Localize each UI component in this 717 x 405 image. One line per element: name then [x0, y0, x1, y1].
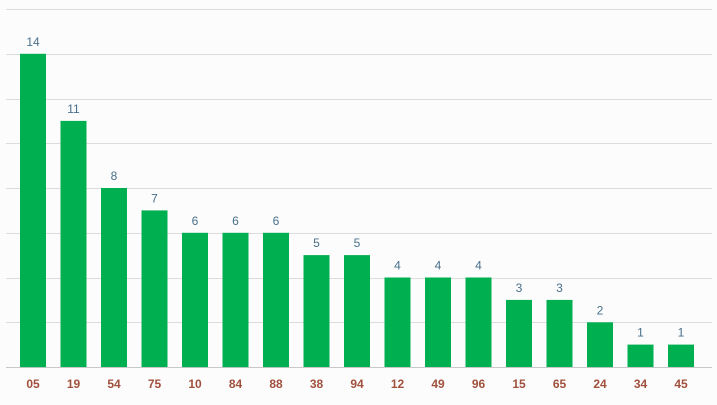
category-label-10: 10	[188, 377, 202, 391]
bar-65[interactable]	[546, 299, 573, 367]
bar-12[interactable]	[384, 277, 411, 368]
category-label-24: 24	[593, 377, 607, 391]
bar-96[interactable]	[465, 277, 492, 368]
value-label-05: 14	[26, 35, 40, 49]
value-label-45: 1	[678, 326, 685, 340]
bar-45[interactable]	[668, 344, 694, 367]
bar-10[interactable]	[182, 232, 208, 368]
category-label-45: 45	[674, 377, 688, 391]
category-label-12: 12	[391, 377, 405, 391]
category-label-84: 84	[229, 377, 243, 391]
value-label-34: 1	[637, 326, 644, 340]
category-label-15: 15	[512, 377, 526, 391]
value-label-65: 3	[556, 281, 563, 295]
bars	[20, 53, 694, 368]
category-label-65: 65	[553, 377, 567, 391]
category-label-34: 34	[634, 377, 648, 391]
value-label-10: 6	[192, 214, 199, 228]
category-label-75: 75	[148, 377, 162, 391]
bar-24[interactable]	[587, 322, 613, 368]
value-label-54: 8	[111, 169, 118, 183]
value-label-49: 4	[435, 259, 442, 273]
category-label-94: 94	[350, 377, 364, 391]
category-label-96: 96	[472, 377, 486, 391]
bar-94[interactable]	[344, 255, 370, 367]
bar-88[interactable]	[263, 232, 289, 368]
category-labels: 05 19 54 75 10 84 88 38 94 12 49 96 15 65 24 34 45	[26, 377, 688, 391]
value-label-12: 4	[394, 259, 401, 273]
value-label-94: 5	[354, 236, 361, 250]
category-label-19: 19	[67, 377, 81, 391]
bar-54[interactable]	[101, 188, 127, 367]
category-label-38: 38	[310, 377, 324, 391]
category-label-88: 88	[269, 377, 283, 391]
value-label-38: 5	[313, 236, 320, 250]
value-label-75: 7	[151, 191, 158, 205]
bar-34[interactable]	[627, 344, 654, 367]
bar-15[interactable]	[506, 299, 532, 367]
bar-38[interactable]	[303, 255, 330, 367]
value-label-96: 4	[475, 259, 482, 273]
bar-84[interactable]	[222, 232, 249, 368]
value-label-84: 6	[232, 214, 239, 228]
value-label-24: 2	[597, 303, 604, 317]
bar-19[interactable]	[60, 120, 87, 368]
bar-05[interactable]	[20, 53, 46, 368]
value-label-19: 11	[67, 102, 80, 116]
category-label-05: 05	[26, 377, 40, 391]
value-label-88: 6	[273, 214, 280, 228]
category-label-49: 49	[431, 377, 445, 391]
category-label-54: 54	[107, 377, 121, 391]
value-label-15: 3	[516, 281, 523, 295]
bar-49[interactable]	[425, 277, 451, 368]
bar-75[interactable]	[141, 210, 168, 367]
